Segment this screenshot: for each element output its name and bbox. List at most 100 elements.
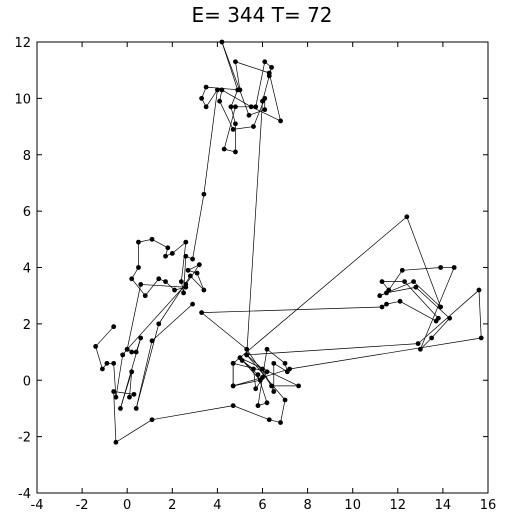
data-point (248, 104, 254, 110)
chart-title: E= 344 T= 72 (191, 3, 332, 27)
data-point (435, 315, 441, 321)
data-point (411, 279, 416, 284)
data-point (217, 98, 223, 104)
data-point (262, 107, 268, 113)
data-point (415, 341, 421, 347)
x-tick-label: 8 (303, 498, 311, 512)
trajectory-segment (151, 303, 193, 342)
x-tick-label: 6 (258, 498, 266, 512)
data-point (266, 70, 272, 76)
y-tick-label: 0 (23, 374, 31, 389)
trajectory-segment (406, 216, 441, 308)
data-point (136, 239, 141, 245)
data-point (138, 335, 144, 341)
data-point (196, 262, 202, 268)
data-point (203, 104, 209, 110)
trajectory-segment (235, 61, 270, 74)
data-point (379, 304, 385, 310)
data-point (377, 293, 383, 299)
data-point (149, 236, 155, 242)
data-point (169, 251, 175, 256)
trajectory-segment (95, 346, 103, 370)
trajectory-segment (205, 89, 218, 108)
data-point (287, 366, 292, 372)
trajectory-segment (253, 368, 257, 389)
data-point (230, 126, 236, 132)
data-point (379, 279, 385, 284)
x-tick-label: 2 (168, 498, 176, 512)
trajectory-segment (255, 61, 266, 107)
data-point (399, 267, 405, 273)
data-point (111, 360, 117, 366)
trajectory-segment (126, 284, 187, 350)
trajectory-segment (219, 101, 234, 130)
y-tick-label: 10 (14, 92, 31, 107)
data-point (124, 346, 130, 352)
trajectory-segment (233, 377, 263, 387)
data-point (118, 406, 123, 411)
data-point (269, 383, 274, 389)
data-point (183, 239, 189, 245)
data-point (476, 287, 482, 293)
data-point (244, 352, 250, 358)
data-point (113, 394, 119, 400)
x-tick-label: 16 (480, 498, 497, 512)
data-point (282, 360, 288, 366)
trajectory-segment (115, 419, 153, 443)
data-point (194, 270, 200, 276)
data-point (163, 253, 168, 259)
data-point (260, 375, 265, 380)
data-point (201, 191, 207, 197)
data-point (451, 265, 457, 270)
trajectory-segment (131, 278, 146, 296)
trajectory-segment (201, 312, 247, 350)
data-point (397, 298, 403, 304)
data-point (251, 366, 256, 372)
data-point (203, 84, 209, 90)
data-point (417, 346, 423, 352)
data-point (296, 383, 301, 389)
trajectory-points (93, 39, 484, 445)
trajectory-segment (388, 270, 403, 291)
data-point (111, 389, 117, 394)
data-point (269, 64, 274, 70)
trajectory-segment (180, 242, 187, 282)
trajectory-segment (185, 264, 200, 285)
trajectory-segment (126, 284, 142, 350)
data-point (264, 400, 270, 406)
data-point (255, 403, 261, 409)
trajectory-segment (246, 354, 263, 370)
data-point (233, 121, 238, 127)
data-point (237, 87, 243, 93)
data-point (136, 265, 141, 270)
data-point (221, 146, 227, 152)
data-point (93, 344, 99, 349)
data-point (262, 95, 268, 101)
data-point (129, 349, 135, 355)
data-point (233, 104, 238, 110)
trajectory-segment (113, 391, 135, 395)
data-point (111, 324, 117, 330)
data-point (402, 279, 407, 284)
data-point (271, 360, 277, 366)
trajectory-segment (399, 301, 437, 322)
trajectory-segment (113, 391, 117, 443)
data-point (404, 214, 410, 220)
data-point (199, 95, 205, 101)
y-tick-label: 12 (14, 36, 31, 51)
trajectory-segment (233, 126, 254, 130)
trajectory-segment (115, 354, 124, 398)
data-point (230, 383, 236, 389)
data-point (138, 282, 144, 287)
trajectory-segment (404, 281, 439, 319)
y-tick-label: 4 (23, 262, 31, 277)
trajectory-segment (248, 109, 265, 116)
data-point (165, 245, 171, 251)
trajectory-segment (120, 371, 133, 409)
data-point (149, 338, 155, 344)
data-point (264, 369, 270, 375)
trajectory-segment (230, 89, 239, 107)
x-tick-label: 14 (435, 498, 452, 512)
trajectory-segment (151, 405, 234, 421)
